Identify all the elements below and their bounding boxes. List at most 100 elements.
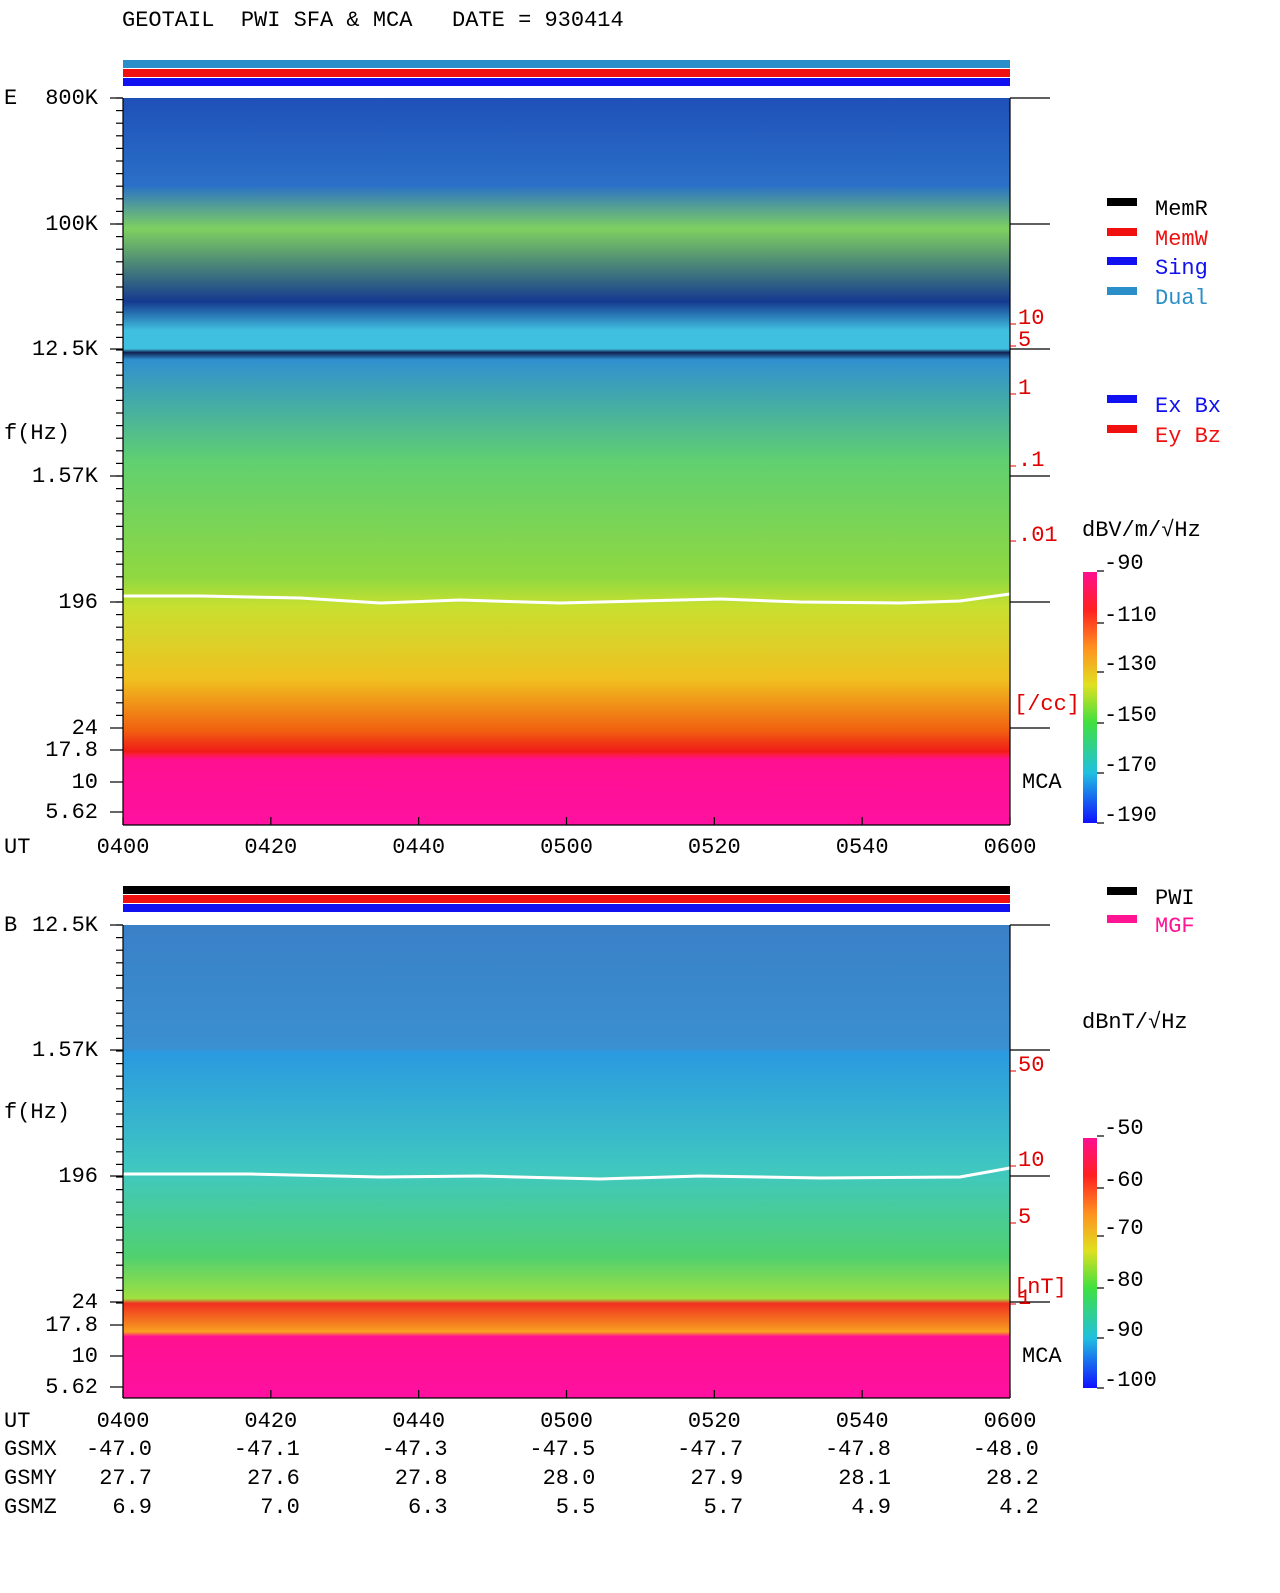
x-tick-label: 0520 xyxy=(688,835,741,860)
orbit-value: 6.9 xyxy=(112,1495,152,1520)
colorbar-tick-label: -50 xyxy=(1104,1116,1144,1141)
orbit-value: 5.5 xyxy=(556,1495,596,1520)
colorbar-unit: dBnT/√Hz xyxy=(1082,1010,1188,1035)
spectrogram xyxy=(123,925,1010,1398)
secondary-unit: [nT] xyxy=(1014,1275,1067,1300)
colorbar-tick-label: -150 xyxy=(1104,703,1157,728)
orbit-value: 6.3 xyxy=(408,1495,448,1520)
y-tick-label: 100K xyxy=(45,212,99,237)
orbit-value: -48.0 xyxy=(973,1437,1039,1462)
orbit-value: 5.7 xyxy=(704,1495,744,1520)
y-tick-label: 10 xyxy=(72,1344,98,1369)
legend-swatch xyxy=(1107,395,1137,403)
colorbar-tick-label: -90 xyxy=(1104,551,1144,576)
orbit-label: GSMZ xyxy=(4,1495,57,1520)
secondary-tick-label: 1 xyxy=(1018,1286,1031,1311)
orbit-value: 27.7 xyxy=(99,1466,152,1491)
legend-swatch xyxy=(1107,228,1137,236)
x-tick-label: 0540 xyxy=(836,835,889,860)
plasma-line xyxy=(123,1166,1011,1181)
y-axis-label: f(Hz) xyxy=(4,421,70,446)
y-tick-label: 1.57K xyxy=(32,464,99,489)
legend-label: Ex Bx xyxy=(1155,394,1221,419)
x-tick-label: 0420 xyxy=(244,835,297,860)
colorbar-unit: dBV/m/√Hz xyxy=(1082,518,1201,543)
y-tick-label: 5.62 xyxy=(45,1375,98,1400)
colorbar-tick-label: -110 xyxy=(1104,603,1157,628)
secondary-tick-label: 5 xyxy=(1018,328,1031,353)
colorbar-tick-label: -130 xyxy=(1104,652,1157,677)
mca-label: MCA xyxy=(1022,770,1062,795)
legend-swatch xyxy=(1107,198,1137,206)
orbit-value: 28.2 xyxy=(986,1466,1039,1491)
y-tick-label: 24 xyxy=(72,716,98,741)
orbit-value: -47.5 xyxy=(529,1437,595,1462)
colorbar xyxy=(1083,572,1097,823)
colorbar-tick-label: -170 xyxy=(1104,753,1157,778)
legend-label: Dual xyxy=(1155,286,1208,311)
x-tick-label: 0600 xyxy=(984,1409,1037,1434)
legend-swatch xyxy=(1107,915,1137,923)
orbit-value: 28.0 xyxy=(543,1466,596,1491)
orbit-value: 28.1 xyxy=(838,1466,891,1491)
x-tick-label: 0400 xyxy=(97,1409,150,1434)
x-tick-label: 0540 xyxy=(836,1409,889,1434)
x-tick-label: 0600 xyxy=(984,835,1037,860)
y-tick-label: 1.57K xyxy=(32,1038,99,1063)
y-tick-label: 800K xyxy=(45,86,99,111)
y-tick-label: 17.8 xyxy=(45,738,98,763)
orbit-value: 27.6 xyxy=(247,1466,300,1491)
orbit-value: -47.3 xyxy=(382,1437,448,1462)
colorbar-tick-label: -70 xyxy=(1104,1216,1144,1241)
y-tick-label: 12.5K xyxy=(32,337,99,362)
x-tick-label: 0440 xyxy=(392,1409,445,1434)
secondary-tick-label: .01 xyxy=(1018,523,1058,548)
title: GEOTAIL PWI SFA & MCA DATE = 930414 xyxy=(122,8,624,33)
secondary-tick-label: 10 xyxy=(1018,306,1044,331)
secondary-tick-label: .1 xyxy=(1018,448,1044,473)
status-bar xyxy=(123,904,1010,912)
colorbar-tick-label: -190 xyxy=(1104,803,1157,828)
legend-label: MemR xyxy=(1155,197,1208,222)
y-tick-label: 196 xyxy=(58,1164,98,1189)
status-bar xyxy=(123,69,1010,77)
y-tick-label: 10 xyxy=(72,770,98,795)
y-tick-label: 5.62 xyxy=(45,800,98,825)
x-tick-label: 0500 xyxy=(540,1409,593,1434)
legend-label: MemW xyxy=(1155,227,1209,252)
secondary-tick-label: 50 xyxy=(1018,1053,1044,1078)
legend-label: Ey Bz xyxy=(1155,424,1221,449)
status-bar xyxy=(123,78,1010,86)
x-tick-label: 0420 xyxy=(244,1409,297,1434)
colorbar-tick-label: -100 xyxy=(1104,1368,1157,1393)
y-axis-label: f(Hz) xyxy=(4,1100,70,1125)
status-bar xyxy=(123,60,1010,68)
x-axis-label: UT xyxy=(4,1409,30,1434)
panel-label: B xyxy=(4,913,17,938)
orbit-value: 4.9 xyxy=(851,1495,891,1520)
x-tick-label: 0500 xyxy=(540,835,593,860)
legend-label: Sing xyxy=(1155,256,1208,281)
colorbar xyxy=(1083,1138,1097,1388)
colorbar-tick-label: -80 xyxy=(1104,1268,1144,1293)
x-tick-label: 0400 xyxy=(97,835,150,860)
mca-label: MCA xyxy=(1022,1344,1062,1369)
orbit-value: -47.8 xyxy=(825,1437,891,1462)
y-tick-label: 17.8 xyxy=(45,1313,98,1338)
colorbar-tick-label: -90 xyxy=(1104,1318,1144,1343)
legend-swatch xyxy=(1107,425,1137,433)
plasma-line xyxy=(123,592,1011,605)
x-tick-label: 0520 xyxy=(688,1409,741,1434)
spectrogram xyxy=(123,98,1010,825)
y-tick-label: 24 xyxy=(72,1290,98,1315)
y-tick-label: 196 xyxy=(58,590,98,615)
orbit-value: -47.1 xyxy=(234,1437,300,1462)
panel-label: E xyxy=(4,86,17,111)
secondary-tick-label: 10 xyxy=(1018,1148,1044,1173)
legend-label: MGF xyxy=(1155,914,1195,939)
orbit-value: 27.9 xyxy=(690,1466,743,1491)
orbit-label: GSMY xyxy=(4,1466,57,1491)
orbit-value: 27.8 xyxy=(395,1466,448,1491)
